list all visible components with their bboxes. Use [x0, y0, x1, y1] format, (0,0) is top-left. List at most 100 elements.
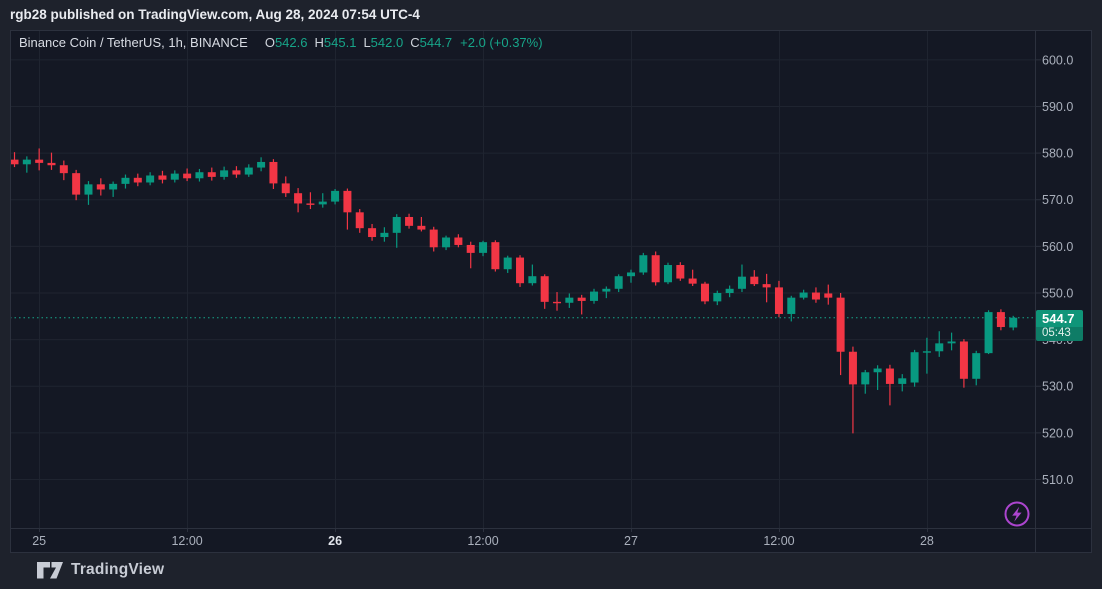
candle — [479, 240, 488, 257]
candle — [910, 349, 919, 387]
candle — [516, 255, 525, 287]
candles — [10, 148, 1018, 434]
time-axis-label: 26 — [328, 534, 342, 548]
candle — [996, 309, 1005, 331]
candle — [158, 170, 167, 184]
price-axis-label: 530.0 — [1042, 380, 1073, 394]
price-axis-label: 510.0 — [1042, 473, 1073, 487]
candle — [281, 176, 290, 197]
low-label: L — [363, 35, 371, 50]
candle — [84, 181, 93, 205]
candle — [651, 251, 660, 286]
price-axis-label: 550.0 — [1042, 286, 1073, 300]
candle — [380, 227, 389, 242]
candle — [762, 273, 771, 303]
candle — [343, 188, 352, 230]
tradingview-logo[interactable]: TradingView — [36, 558, 164, 582]
candle — [417, 216, 426, 232]
time-axis-label: 12:00 — [467, 534, 498, 548]
candle — [836, 292, 845, 376]
candle — [133, 173, 142, 187]
horizontal-gridlines — [10, 59, 1041, 481]
candle — [663, 262, 672, 285]
candle — [318, 193, 327, 208]
time-axis[interactable]: 25 12:00 26 12:00 27 12:00 28 — [32, 534, 934, 548]
candle — [873, 365, 882, 390]
change-value: +2.0 (+0.37%) — [460, 35, 543, 50]
candle — [935, 331, 944, 357]
candle — [10, 152, 19, 168]
candle — [799, 289, 808, 300]
open-label: O — [264, 35, 275, 50]
price-axis-label: 590.0 — [1042, 100, 1073, 114]
candle — [121, 174, 130, 189]
candle — [700, 281, 709, 305]
price-axis-label: 600.0 — [1042, 53, 1073, 67]
close-value: 544.7 — [419, 35, 453, 50]
candle — [750, 270, 759, 286]
time-axis-label: 12:00 — [171, 534, 202, 548]
candle — [183, 168, 192, 182]
high-value: 545.1 — [323, 35, 357, 50]
candle — [22, 156, 31, 173]
price-axis-label: 580.0 — [1042, 147, 1073, 161]
last-price-label: 544.7 05:43 — [1036, 310, 1083, 342]
time-axis-label: 25 — [32, 534, 46, 548]
time-axis-label: 27 — [624, 534, 638, 548]
candle — [146, 172, 155, 186]
candle — [220, 166, 229, 180]
time-axis-label: 28 — [920, 534, 934, 548]
candle — [294, 188, 303, 213]
candle — [639, 252, 648, 275]
candle — [947, 332, 956, 351]
candle — [72, 169, 81, 201]
last-price-value: 544.7 — [1036, 310, 1083, 328]
candle — [811, 287, 820, 303]
low-value: 542.0 — [370, 35, 404, 50]
candle — [195, 168, 204, 182]
symbol-ohlc-header: Binance Coin / TetherUS, 1h, BINANCE O542… — [19, 35, 543, 51]
candle — [614, 274, 623, 293]
candle — [577, 294, 586, 315]
candle — [688, 269, 697, 286]
candle — [565, 293, 574, 308]
candle — [824, 284, 833, 305]
candle — [922, 337, 931, 374]
candle — [602, 286, 611, 299]
candle — [959, 339, 968, 388]
candle — [35, 148, 44, 171]
candle — [1009, 315, 1018, 331]
candle — [232, 166, 241, 178]
time-axis-label: 12:00 — [763, 534, 794, 548]
candle — [392, 214, 401, 248]
candle — [405, 213, 414, 229]
candle-countdown: 05:43 — [1036, 327, 1083, 342]
price-axis-label: 570.0 — [1042, 193, 1073, 207]
symbol-title: Binance Coin / TetherUS, 1h, BINANCE — [19, 35, 248, 50]
boost-button[interactable] — [1003, 500, 1031, 528]
high-label: H — [314, 35, 324, 50]
candle — [898, 374, 907, 392]
price-axis-label: 560.0 — [1042, 240, 1073, 254]
chart-pane — [10, 30, 1092, 553]
price-axis-label: 520.0 — [1042, 426, 1073, 440]
candle — [429, 226, 438, 252]
candle — [713, 290, 722, 306]
candle — [528, 264, 537, 286]
candle — [725, 285, 734, 298]
candle — [368, 223, 377, 241]
candle — [306, 192, 315, 210]
tradingview-logo-icon — [37, 561, 63, 578]
chart-frame — [10, 30, 1092, 553]
candle — [269, 159, 278, 190]
candle — [466, 241, 475, 269]
candle — [590, 288, 599, 304]
candle — [244, 164, 253, 177]
attribution-text: rgb28 published on TradingView.com, Aug … — [10, 7, 420, 22]
open-value: 542.6 — [274, 35, 308, 50]
candle — [355, 209, 364, 233]
candle — [984, 310, 993, 355]
candle — [737, 264, 746, 293]
